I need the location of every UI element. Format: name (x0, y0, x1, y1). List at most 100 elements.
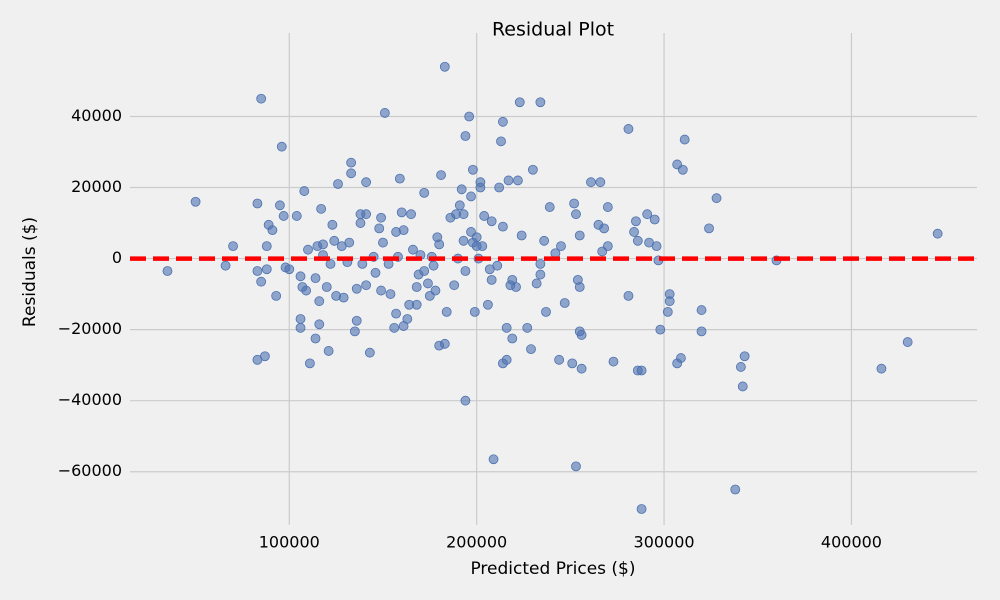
point (408, 244, 418, 255)
point (304, 358, 315, 369)
point (737, 381, 748, 392)
point (228, 241, 238, 252)
point (449, 280, 460, 291)
point (355, 218, 366, 228)
point (629, 227, 639, 237)
point (494, 182, 505, 193)
point (556, 241, 566, 252)
point (385, 289, 396, 299)
point (346, 157, 357, 168)
point (376, 285, 387, 296)
point (323, 346, 334, 356)
point (291, 211, 302, 221)
point (623, 124, 634, 134)
point (574, 282, 585, 292)
point (456, 184, 467, 195)
point (711, 193, 722, 204)
point (430, 285, 441, 296)
point (411, 282, 422, 292)
point (535, 259, 546, 269)
point (379, 108, 390, 118)
point (567, 358, 578, 369)
point (271, 290, 282, 301)
point (190, 196, 201, 207)
point (479, 211, 490, 221)
point (516, 230, 527, 241)
point (571, 209, 581, 220)
point (318, 239, 328, 250)
point (376, 212, 387, 223)
point (498, 221, 508, 232)
point (252, 266, 263, 276)
point (649, 214, 660, 225)
point (327, 219, 338, 230)
point (220, 260, 231, 271)
point (256, 93, 267, 104)
point (419, 187, 430, 198)
point (655, 324, 666, 335)
point (374, 223, 385, 234)
point (876, 363, 887, 374)
point (475, 177, 486, 188)
point (539, 235, 550, 246)
point (488, 454, 499, 465)
point (439, 61, 450, 72)
point (574, 230, 585, 241)
point (599, 223, 609, 234)
point (346, 168, 357, 179)
point (602, 241, 613, 252)
point (642, 209, 653, 220)
point (267, 225, 278, 236)
point (351, 283, 362, 294)
point (632, 235, 643, 246)
point (631, 216, 641, 227)
point (303, 244, 313, 255)
point (423, 278, 433, 289)
x-tick-label: 100000 (259, 533, 320, 552)
point (522, 322, 533, 333)
point (295, 271, 306, 282)
point (278, 211, 289, 221)
point (586, 177, 596, 188)
point (391, 308, 401, 319)
point (406, 209, 416, 220)
y-tick-label: −60000 (58, 461, 122, 480)
point (503, 175, 514, 186)
point (338, 292, 349, 303)
point (664, 296, 675, 307)
point (483, 299, 493, 310)
x-tick-label: 200000 (446, 533, 507, 552)
point (458, 235, 469, 246)
point (730, 484, 741, 495)
point (636, 365, 647, 376)
point (544, 202, 555, 212)
point (295, 314, 306, 324)
point (378, 237, 388, 248)
point (932, 228, 943, 239)
point (498, 116, 508, 127)
point (623, 290, 634, 301)
point (454, 200, 465, 211)
point (676, 353, 686, 363)
point (511, 282, 521, 292)
y-tick-label: 20000 (71, 177, 122, 196)
point (301, 285, 312, 296)
point (541, 306, 551, 317)
point (608, 356, 619, 367)
point (333, 179, 343, 189)
point (739, 351, 750, 362)
point (460, 131, 471, 141)
point (329, 235, 340, 246)
point (398, 225, 409, 236)
point (595, 177, 606, 188)
point (512, 175, 523, 186)
point (411, 299, 422, 310)
point (469, 306, 480, 317)
point (370, 267, 381, 278)
point (361, 280, 372, 291)
point (434, 239, 445, 250)
point (361, 209, 372, 220)
point (316, 203, 327, 214)
point (394, 173, 405, 184)
